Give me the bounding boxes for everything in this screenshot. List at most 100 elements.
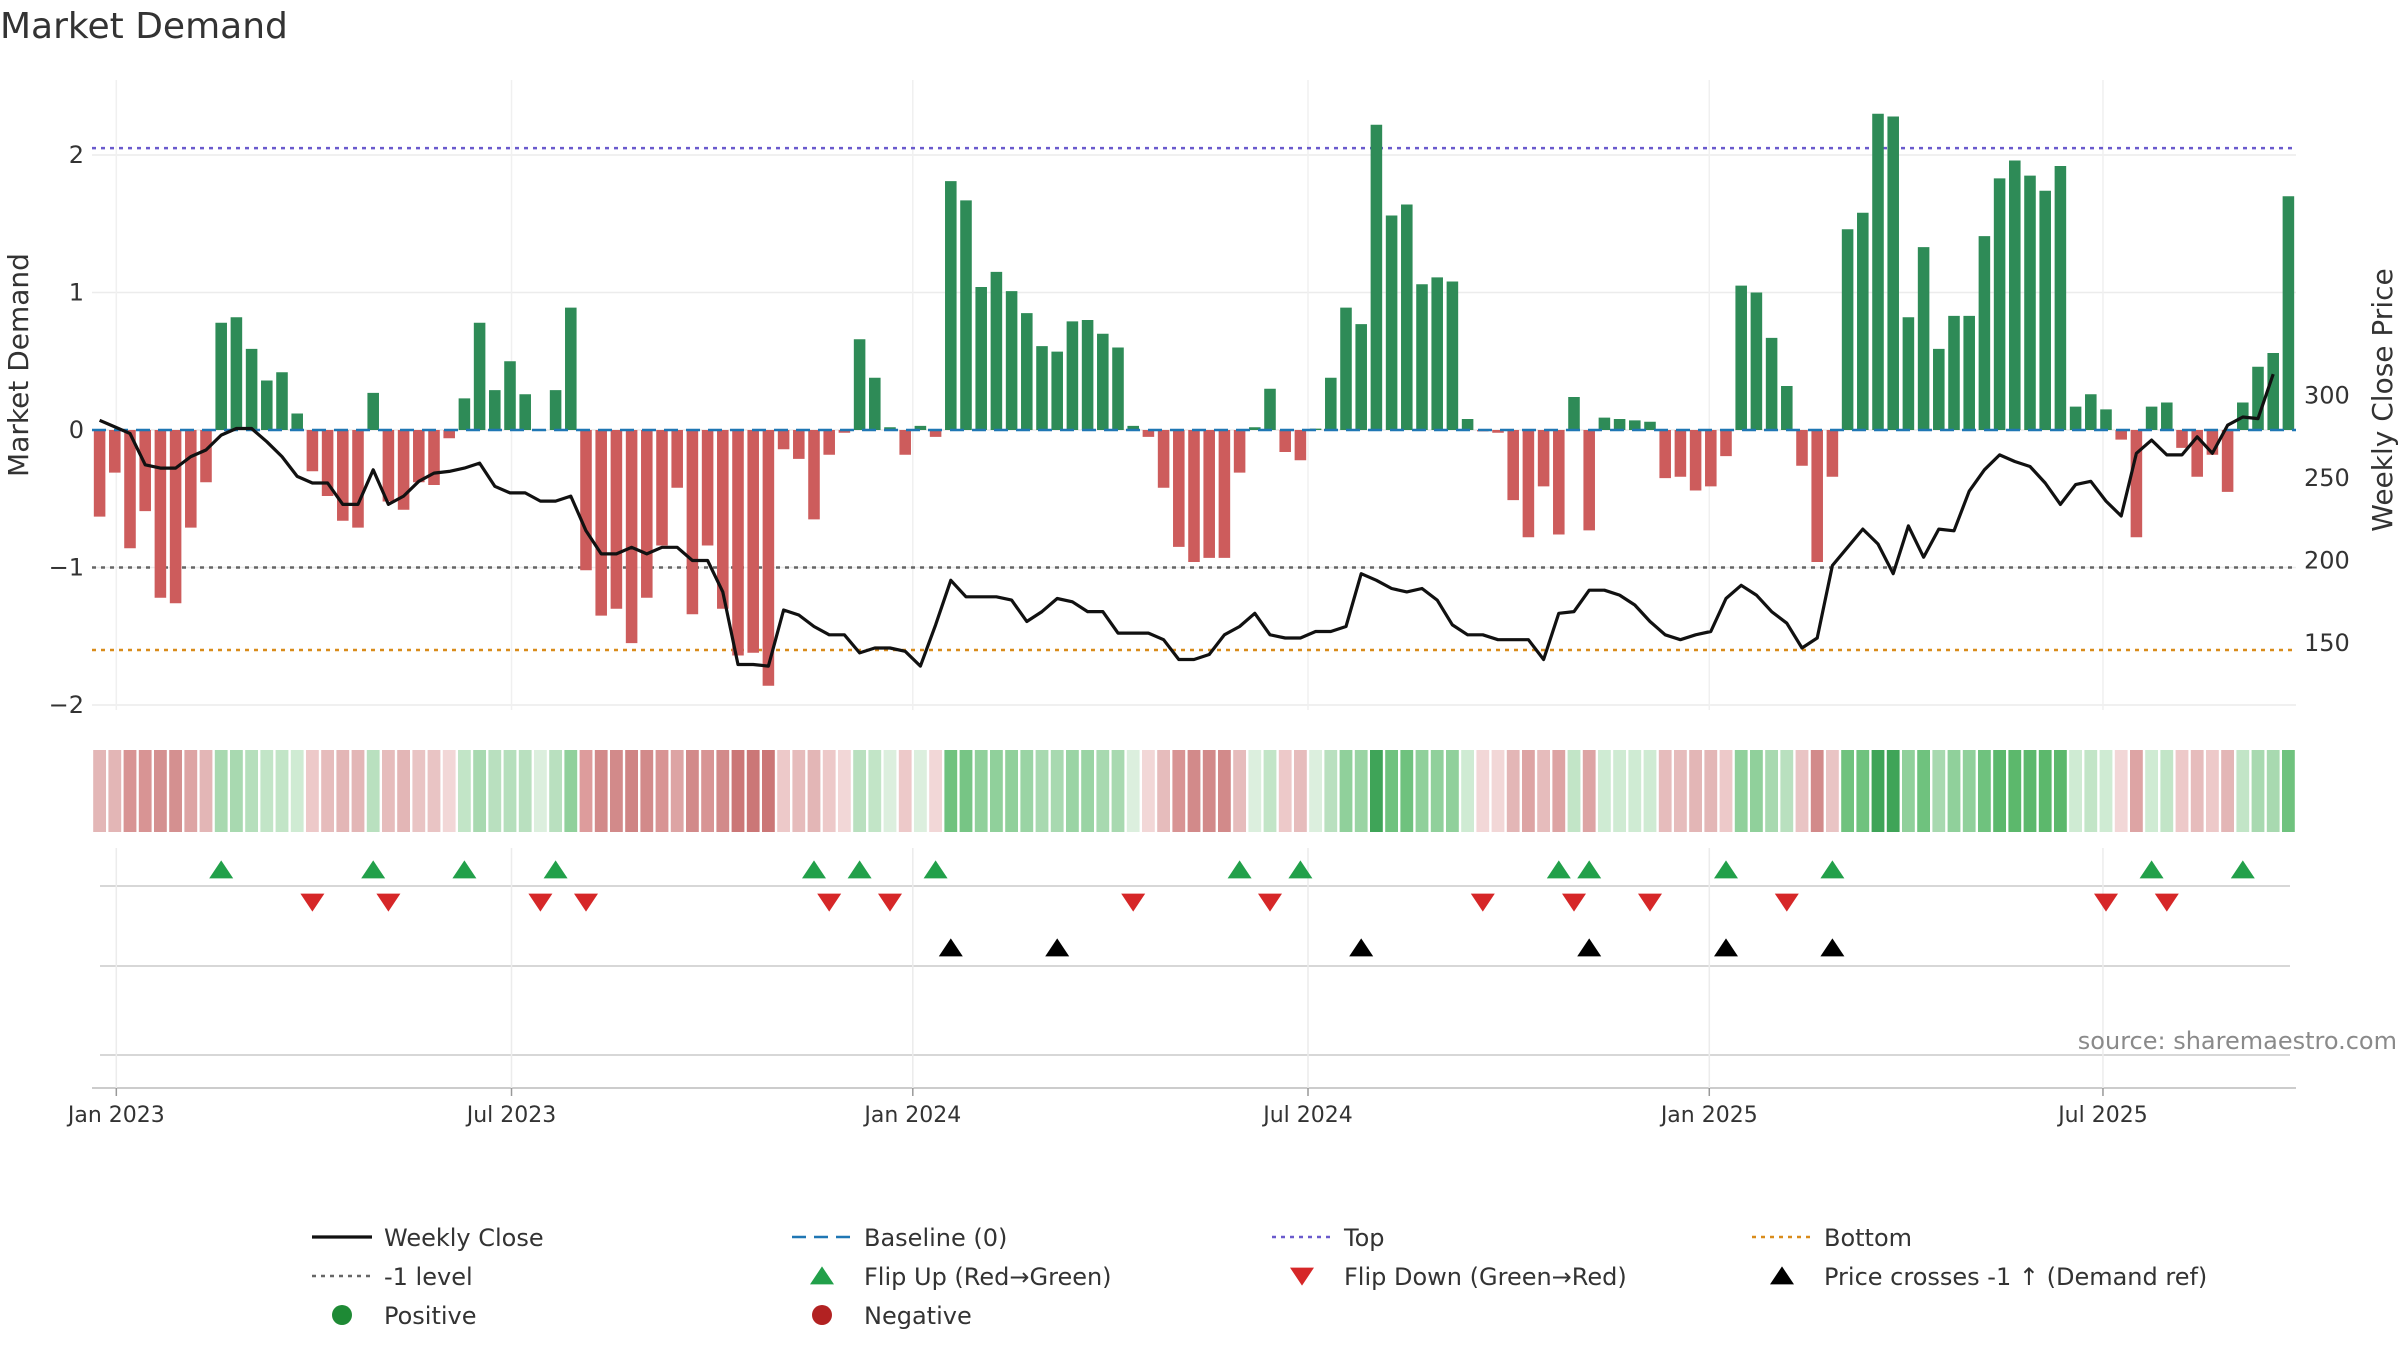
- color-strip-cell: [1476, 750, 1490, 832]
- flip-down-marker: [1638, 893, 1662, 912]
- demand-bar: [777, 430, 790, 450]
- flip-up-marker: [1577, 860, 1602, 879]
- y-tick-label: 2: [69, 141, 84, 169]
- demand-bar: [1203, 430, 1215, 558]
- color-strip-cell: [412, 750, 426, 832]
- demand-bar: [1705, 430, 1717, 487]
- demand-bar: [200, 430, 212, 483]
- color-strip-cell: [1567, 750, 1581, 832]
- demand-bar: [1416, 284, 1428, 430]
- y2-tick-label: 200: [2304, 547, 2350, 575]
- demand-bar: [2054, 166, 2067, 430]
- demand-bar: [154, 430, 167, 598]
- demand-bar: [1963, 315, 1975, 430]
- color-strip-cell: [1856, 750, 1870, 832]
- demand-bar: [1613, 419, 1626, 430]
- demand-bar: [1188, 430, 1200, 562]
- legend-label: Bottom: [1824, 1224, 1912, 1252]
- color-strip-cell: [2023, 750, 2037, 832]
- color-strip-cell: [2099, 750, 2113, 832]
- demand-bar: [1902, 317, 1915, 430]
- demand-bar: [1781, 386, 1793, 430]
- flip-down-marker: [1121, 893, 1146, 912]
- demand-bar: [1340, 307, 1352, 430]
- color-strip-cell: [2038, 750, 2052, 832]
- y-axis-ticks: 2 1 0 −1 −2: [49, 141, 84, 719]
- color-strip-cell: [1157, 750, 1170, 832]
- color-strip-cell: [184, 750, 198, 832]
- demand-bar: [169, 430, 182, 604]
- color-strip-cell: [1202, 750, 1216, 832]
- color-strip-cell: [1005, 750, 1018, 832]
- legend-entry: Bottom: [1752, 1224, 1912, 1252]
- demand-bar: [1978, 236, 1991, 430]
- legend-entry: Weekly Close: [312, 1224, 544, 1252]
- demand-bar: [352, 430, 364, 528]
- color-strip-cell: [777, 750, 790, 832]
- color-strip-cell: [1111, 750, 1125, 832]
- demand-bar: [823, 430, 835, 455]
- color-strip-cell: [1780, 750, 1794, 832]
- flip-down-marker: [1774, 893, 1799, 912]
- color-strip-cell: [1278, 750, 1292, 832]
- color-strip-cell: [1385, 750, 1398, 832]
- demand-bar: [1370, 124, 1383, 430]
- demand-bar: [261, 380, 273, 430]
- color-strip-cell: [518, 750, 532, 832]
- demand-bar: [1522, 430, 1535, 538]
- color-strip-cell: [1750, 750, 1763, 832]
- color-strip-cell: [1218, 750, 1231, 832]
- legend-label: -1 level: [384, 1263, 473, 1291]
- color-strip-cell: [1674, 750, 1687, 832]
- demand-bar: [1401, 204, 1413, 430]
- color-strip-cell: [1734, 750, 1748, 832]
- demand-bar: [1948, 315, 1960, 430]
- demand-bar: [397, 430, 410, 510]
- demand-bar: [1294, 430, 1307, 461]
- color-strip-cell: [701, 750, 714, 832]
- color-strip-cell: [199, 750, 213, 832]
- color-strip-cell: [959, 750, 973, 832]
- demand-bar: [1081, 320, 1094, 430]
- color-strip-cell: [792, 750, 806, 832]
- color-strip-cell: [1309, 750, 1322, 832]
- demand-bar: [109, 430, 121, 473]
- demand-bar: [1750, 292, 1763, 430]
- demand-bar: [853, 339, 866, 430]
- demand-bar: [1826, 430, 1839, 477]
- color-strip-cell: [2190, 750, 2204, 832]
- legend-label: Baseline (0): [864, 1224, 1007, 1252]
- demand-bar: [884, 427, 896, 430]
- color-strip-cell: [670, 750, 684, 832]
- demand-bar: [2115, 430, 2127, 440]
- demand-bar: [443, 430, 455, 439]
- color-strip-cell: [944, 750, 958, 832]
- color-strip-cell: [123, 750, 137, 832]
- legend-swatch: [810, 1266, 834, 1285]
- color-strip-cell: [366, 750, 380, 832]
- flip-up-marker: [2230, 860, 2255, 879]
- price-cross-marker: [1714, 938, 1738, 957]
- y-axis-label: Market Demand: [2, 253, 35, 477]
- color-strip-cell: [1506, 750, 1520, 832]
- color-strip-cell: [169, 750, 182, 832]
- color-strip-cell: [260, 750, 274, 832]
- color-strip-cell: [686, 750, 699, 832]
- x-axis-ticks: Jan 2023 Jul 2023 Jan 2024 Jul 2024 Jan 2025…: [66, 1088, 2148, 1128]
- demand-bar: [1218, 430, 1231, 558]
- color-strip-cell: [655, 750, 669, 832]
- y2-tick-label: 300: [2304, 382, 2350, 410]
- color-strip-cell: [382, 750, 395, 832]
- demand-bar: [1461, 419, 1474, 430]
- color-strip-cell: [1810, 750, 1824, 832]
- demand-bar: [565, 307, 577, 430]
- flip-up-marker: [923, 860, 948, 879]
- y2-tick-label: 150: [2304, 629, 2350, 657]
- color-strip-cell: [2236, 750, 2250, 832]
- y-tick-label: −2: [49, 691, 84, 719]
- demand-bar: [382, 430, 395, 502]
- color-strip-cell: [929, 750, 942, 832]
- color-strip-cell: [458, 750, 471, 832]
- demand-bar: [276, 372, 288, 430]
- demand-bar: [1674, 430, 1687, 477]
